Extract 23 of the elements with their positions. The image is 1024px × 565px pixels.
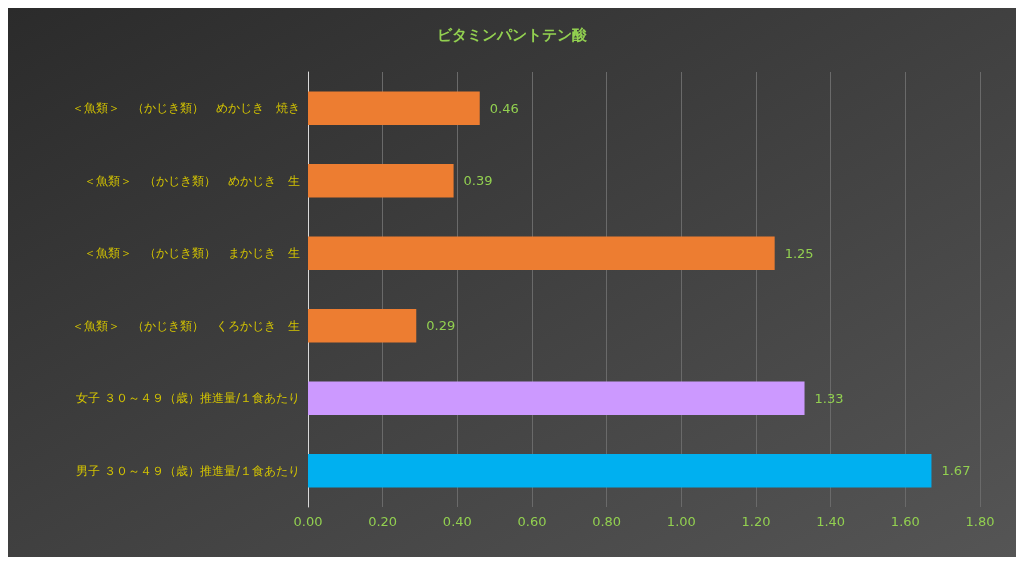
x-tick-label: 0.60 — [517, 514, 547, 529]
x-tick-label: 0.20 — [368, 514, 398, 529]
x-tick-label: 0.40 — [442, 514, 472, 529]
x-tick-label: 1.40 — [816, 514, 846, 529]
x-tick-label: 0.00 — [293, 514, 323, 529]
data-label: 1.67 — [941, 463, 971, 479]
y-tick-label: ＜魚類＞ （かじき類） めかじき 焼き — [72, 101, 300, 116]
data-label: 0.29 — [426, 318, 456, 334]
data-label: 1.33 — [814, 390, 844, 406]
y-tick-label: 男子 ３０～４９（歳）推進量/１食あたり — [76, 463, 300, 478]
x-tick-label: 1.60 — [890, 514, 920, 529]
y-tick-label: ＜魚類＞ （かじき類） まかじき 生 — [84, 246, 300, 261]
x-tick-label: 1.80 — [965, 514, 995, 529]
x-tick-label: 1.00 — [666, 514, 696, 529]
y-tick-label: 女子 ３０～４９（歳）推進量/１食あたり — [76, 391, 300, 406]
x-tick-label: 1.20 — [741, 514, 771, 529]
y-tick-label: ＜魚類＞ （かじき類） めかじき 生 — [84, 173, 300, 188]
data-label: 0.39 — [463, 173, 493, 189]
chart-title: ビタミンパントテン酸 — [437, 25, 588, 44]
data-label: 1.25 — [784, 245, 814, 261]
data-label: 0.46 — [489, 100, 519, 116]
x-tick-label: 0.80 — [592, 514, 622, 529]
y-tick-label: ＜魚類＞ （かじき類） くろかじき 生 — [72, 318, 300, 333]
